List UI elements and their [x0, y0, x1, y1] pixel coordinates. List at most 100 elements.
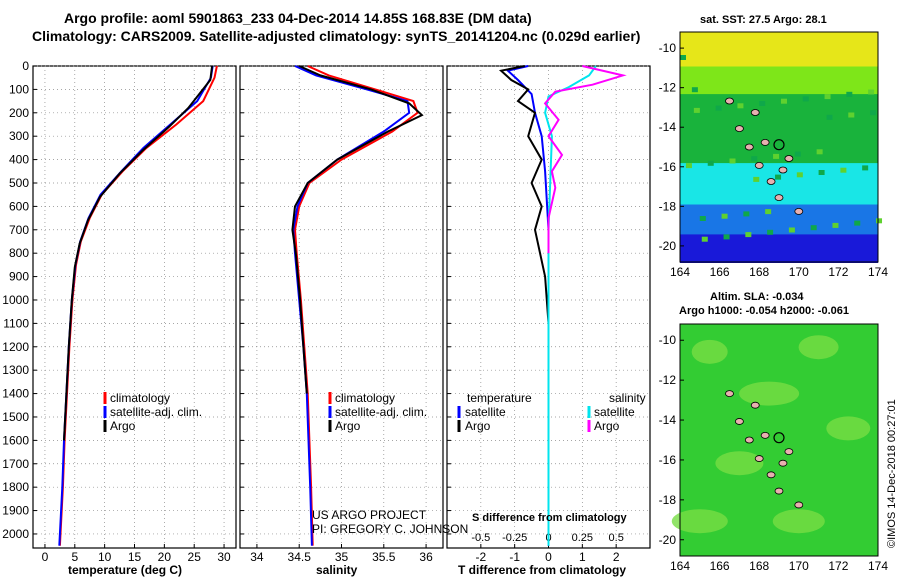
y-tick-label: 300	[9, 129, 29, 143]
y-tick-label: 1000	[2, 293, 29, 307]
map-y-tick-label: -20	[659, 533, 677, 547]
sst-cell	[794, 151, 801, 157]
map-x-tick-label: 164	[670, 265, 690, 279]
x-tick-label: 36	[419, 550, 433, 564]
y-tick-label: 900	[9, 270, 29, 284]
series-line	[293, 65, 419, 546]
sla-blob	[798, 335, 839, 360]
sst-cell	[767, 229, 774, 235]
legend-label: Argo	[465, 419, 491, 433]
argo-float-marker	[773, 432, 785, 444]
y-tick-label: 800	[9, 246, 29, 260]
x-tick-label: 35.5	[372, 550, 396, 564]
credit-line-1: US ARGO PROJECT	[312, 508, 427, 522]
sla-blob	[826, 416, 871, 441]
island	[794, 207, 804, 215]
sst-cell	[868, 89, 875, 95]
s-difference-axis-label: S difference from climatology	[472, 512, 627, 524]
x-top-tick-label: 0.5	[609, 532, 624, 544]
sst-cell	[775, 174, 782, 180]
sst-cell	[745, 232, 752, 238]
map-y-tick-label: -16	[659, 453, 677, 467]
map-frame	[679, 31, 879, 263]
argo-float-marker	[773, 139, 785, 151]
title-line-1: Argo profile: aoml 5901863_233 04-Dec-20…	[64, 10, 532, 26]
sst-cell	[759, 101, 766, 106]
sla-blob	[772, 509, 825, 534]
sst-cell	[862, 165, 869, 171]
x-tick-label: 1	[579, 550, 586, 564]
sst-cell	[765, 209, 772, 215]
series-line	[544, 65, 597, 546]
sla-blob	[671, 509, 728, 534]
sst-cell	[685, 163, 692, 169]
x-tick-label: 25	[188, 550, 202, 564]
y-tick-label: 100	[9, 82, 29, 96]
x-tick-label: 30	[217, 550, 231, 564]
island	[750, 401, 760, 409]
x-tick-label: 0	[42, 550, 49, 564]
series-line	[58, 65, 218, 546]
sst-cell	[699, 216, 706, 221]
temperature-panel: 0 5 10 15 20 25 300100200300400500600700800900…	[2, 59, 237, 564]
map-x-tick-label: 168	[749, 559, 769, 573]
island	[754, 161, 764, 169]
y-tick-label: 700	[9, 223, 29, 237]
x-tick-label: -2	[475, 550, 486, 564]
credit-line-2: PI: GREGORY C. JOHNSON	[312, 522, 469, 536]
map-x-tick-label: 168	[749, 265, 769, 279]
island	[735, 125, 744, 133]
sst-cell	[780, 98, 787, 104]
map-x-tick-label: 174	[868, 265, 888, 279]
sst-cell	[796, 172, 803, 178]
x-tick-label: 2	[613, 550, 620, 564]
legend-title-temperature: temperature	[467, 391, 532, 405]
y-tick-label: 2000	[2, 527, 29, 541]
sst-cell	[737, 103, 744, 109]
sst-band	[680, 66, 878, 96]
island	[754, 455, 764, 462]
map-y-tick-label: -18	[659, 493, 677, 507]
sst-cell	[846, 91, 853, 97]
series-line	[291, 65, 424, 394]
sst-cell	[848, 112, 855, 118]
sst-cell	[876, 218, 883, 224]
legend-label: satellite-adj. clim.	[110, 405, 202, 419]
sst-cell	[753, 176, 760, 182]
map-y-tick-label: -16	[659, 160, 677, 174]
y-tick-label: 400	[9, 153, 29, 167]
y-tick-label: 600	[9, 199, 29, 213]
sla-blob	[691, 339, 728, 364]
island	[778, 166, 788, 174]
y-tick-label: 1600	[2, 433, 29, 447]
island	[784, 448, 794, 456]
legend-label: satellite-adj. clim.	[335, 405, 427, 419]
map-y-tick-label: -10	[659, 333, 677, 347]
map-x-tick-label: 170	[789, 559, 809, 573]
sla-blob	[715, 451, 764, 476]
y-tick-label: 1400	[2, 387, 29, 401]
map-x-tick-label: 164	[670, 559, 690, 573]
bottom-map-caption-2: Argo h1000: -0.054 h2000: -0.061	[679, 305, 849, 317]
x-tick-label: 0	[545, 550, 552, 564]
x-tick-label: 34	[250, 550, 264, 564]
series-line	[498, 65, 550, 441]
legend-title-salinity: salinity	[609, 391, 646, 405]
y-tick-label: 1300	[2, 363, 29, 377]
map-y-tick-label: -12	[659, 373, 677, 387]
y-tick-label: 1900	[2, 504, 29, 518]
series-line	[63, 65, 214, 441]
map-y-tick-label: -14	[659, 120, 677, 134]
island	[766, 178, 776, 185]
x-tick-label: 34.5	[288, 550, 312, 564]
sst-map: 164 166 168 170 172 174 -10 -12 -14 -16 -18 -20	[659, 31, 888, 279]
legend-label: satellite	[594, 405, 635, 419]
island	[735, 418, 744, 425]
map-y-tick-label: -12	[659, 81, 677, 95]
sst-cell	[816, 149, 823, 155]
sst-cell	[723, 234, 730, 240]
sst-cell	[751, 156, 758, 162]
island	[794, 501, 804, 509]
